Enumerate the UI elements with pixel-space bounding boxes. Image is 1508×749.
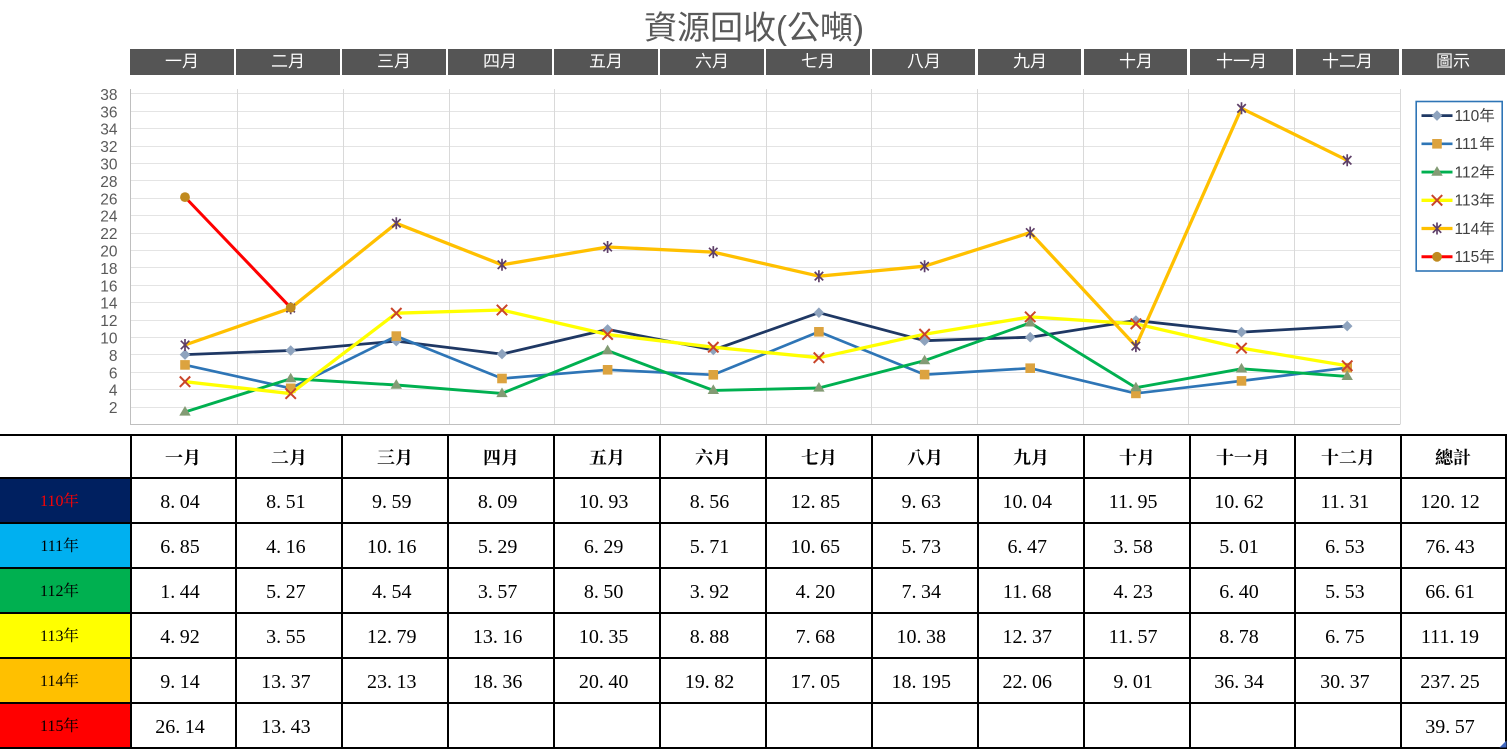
svg-text:113: 113 [1455,193,1480,210]
svg-text:38: 38 [100,87,117,104]
svg-text:2: 2 [109,400,118,417]
svg-text:30: 30 [100,157,118,174]
svg-text:34: 34 [100,122,118,139]
svg-text:26: 26 [100,191,117,208]
svg-text:12: 12 [100,313,117,330]
svg-text:32: 32 [100,139,117,156]
svg-text:111: 111 [1455,136,1479,153]
svg-text:36: 36 [100,104,117,121]
svg-text:112: 112 [1455,165,1480,182]
svg-text:6: 6 [109,365,118,382]
svg-text:10: 10 [100,331,118,348]
svg-text:18: 18 [100,261,117,278]
svg-text:110: 110 [1455,108,1480,125]
svg-text:28: 28 [100,174,117,191]
svg-text:16: 16 [100,278,117,295]
svg-text:8: 8 [109,348,118,365]
svg-text:114: 114 [1455,221,1480,238]
svg-text:20: 20 [100,244,118,261]
svg-text:24: 24 [100,209,118,226]
svg-text:115: 115 [1455,249,1480,266]
svg-text:14: 14 [100,296,118,313]
svg-text:22: 22 [100,226,117,243]
svg-text:4: 4 [109,383,118,400]
